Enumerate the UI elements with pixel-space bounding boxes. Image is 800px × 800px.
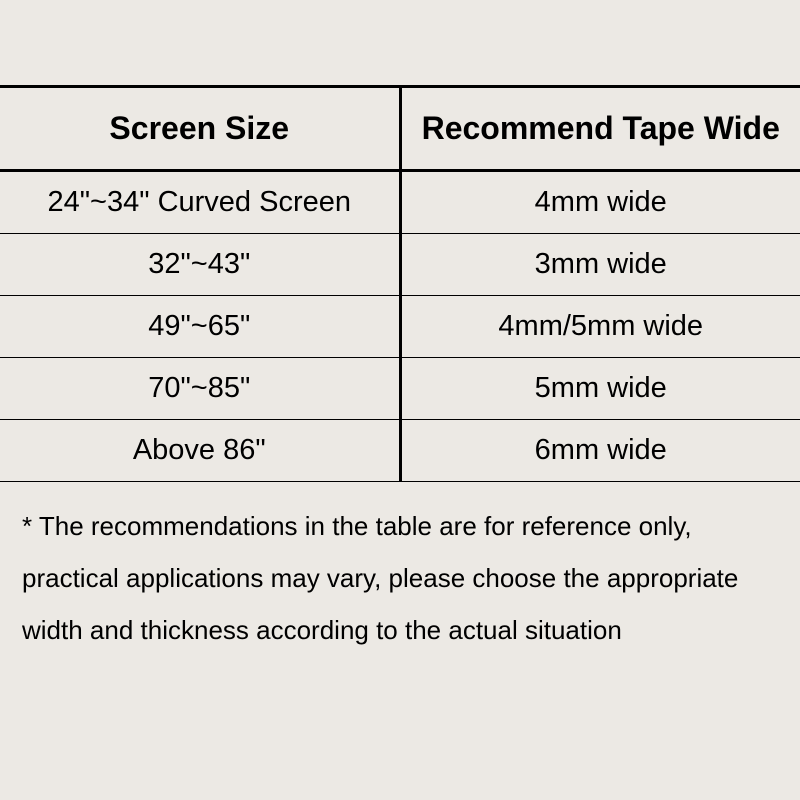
table-header-row: Screen Size Recommend Tape Wide xyxy=(0,87,800,171)
cell-screen-size: 49"~65" xyxy=(0,296,400,358)
column-header-screen-size: Screen Size xyxy=(0,87,400,171)
cell-tape-wide: 3mm wide xyxy=(400,234,800,296)
cell-screen-size: 70"~85" xyxy=(0,358,400,420)
cell-tape-wide: 5mm wide xyxy=(400,358,800,420)
table-row: 49"~65" 4mm/5mm wide xyxy=(0,296,800,358)
tape-width-table: Screen Size Recommend Tape Wide 24"~34" … xyxy=(0,85,800,482)
cell-tape-wide: 4mm wide xyxy=(400,171,800,234)
table-row: Above 86" 6mm wide xyxy=(0,420,800,482)
footnote-text: * The recommendations in the table are f… xyxy=(0,482,800,656)
table-row: 24"~34" Curved Screen 4mm wide xyxy=(0,171,800,234)
cell-screen-size: 24"~34" Curved Screen xyxy=(0,171,400,234)
cell-screen-size: Above 86" xyxy=(0,420,400,482)
cell-screen-size: 32"~43" xyxy=(0,234,400,296)
tape-width-table-container: Screen Size Recommend Tape Wide 24"~34" … xyxy=(0,85,800,482)
table-row: 70"~85" 5mm wide xyxy=(0,358,800,420)
column-header-tape-wide: Recommend Tape Wide xyxy=(400,87,800,171)
cell-tape-wide: 4mm/5mm wide xyxy=(400,296,800,358)
cell-tape-wide: 6mm wide xyxy=(400,420,800,482)
table-row: 32"~43" 3mm wide xyxy=(0,234,800,296)
